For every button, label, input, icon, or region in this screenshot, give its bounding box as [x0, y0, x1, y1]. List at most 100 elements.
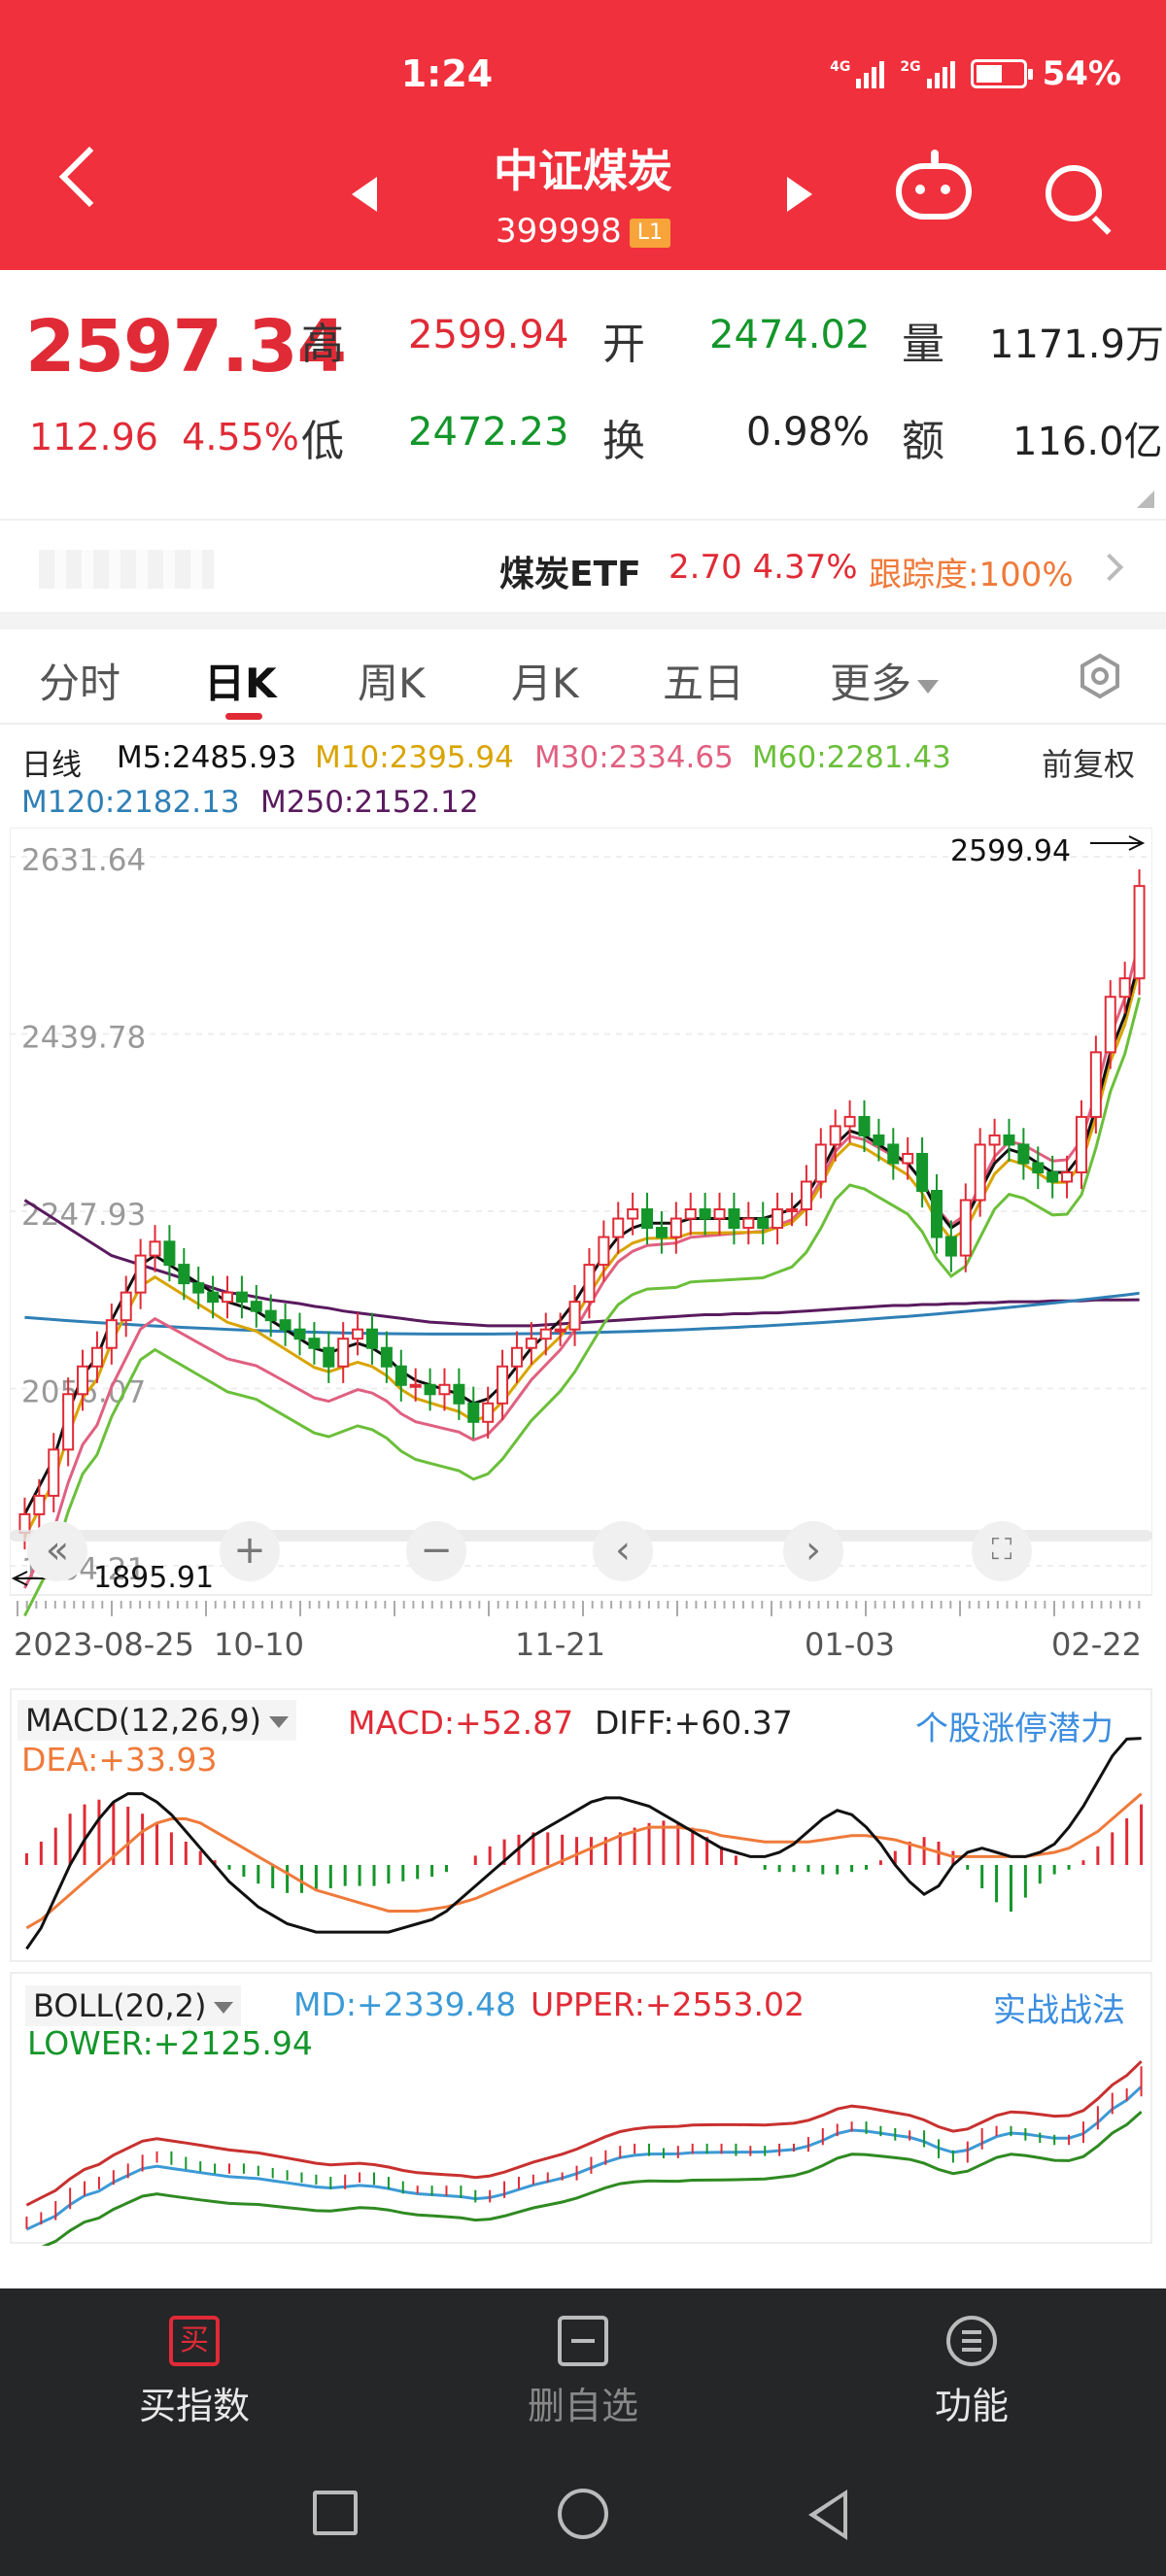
remove-watchlist-button[interactable]: 删自选 — [466, 2316, 700, 2429]
candle — [134, 1238, 147, 1309]
candle — [669, 1202, 682, 1254]
etf-strip[interactable]: 煤炭ETF 2.70 4.37% 跟踪度:100% — [0, 519, 1166, 614]
buy-icon: 买 — [169, 2316, 220, 2366]
amount-label: 额 — [902, 417, 944, 466]
candle — [467, 1386, 480, 1439]
macd-panel[interactable]: MACD(12,26,9) MACD:+52.87 DIFF:+60.37 个股… — [10, 1688, 1152, 1962]
candle — [1133, 869, 1146, 996]
scroll-left-button[interactable]: ‹ — [593, 1521, 653, 1581]
candle — [293, 1312, 306, 1356]
zoom-in-button[interactable]: + — [220, 1521, 280, 1581]
candle — [814, 1128, 827, 1199]
ma120-line — [24, 1291, 1140, 1336]
boll-name: BOLL(20,2) — [33, 1987, 207, 2024]
amount-value: 116.0亿 — [1012, 420, 1163, 464]
section-divider — [0, 614, 1166, 629]
candle — [699, 1192, 711, 1236]
tab-weekly-k[interactable]: 周K — [358, 660, 426, 707]
high-value: 2599.94 — [408, 313, 569, 357]
candle — [77, 1349, 89, 1411]
boll-selector[interactable]: BOLL(20,2) — [25, 1985, 242, 2026]
candle — [902, 1136, 914, 1180]
candle — [612, 1202, 625, 1254]
x-label-nov: 11-21 — [515, 1626, 605, 1663]
candle — [988, 1118, 1001, 1162]
fullscreen-button[interactable]: ⛶ — [972, 1521, 1032, 1581]
candle — [598, 1220, 610, 1282]
back-icon[interactable] — [58, 146, 120, 208]
quote-panel: 2597.34 112.96 4.55% 高 2599.94 开 2474.02… — [0, 270, 1166, 518]
zoom-out-button[interactable]: − — [406, 1521, 466, 1581]
chart-scroll-track[interactable] — [10, 1530, 1152, 1542]
candle — [424, 1368, 436, 1411]
ma60-line — [23, 997, 1142, 1617]
open-label: 开 — [602, 320, 645, 369]
prev-stock-icon[interactable] — [352, 177, 377, 212]
candle — [323, 1331, 335, 1383]
expand-corner-icon[interactable] — [1137, 491, 1154, 508]
boll-panel[interactable]: BOLL(20,2) MD:+2339.48 UPPER:+2553.02 实战… — [10, 1972, 1152, 2246]
home-icon[interactable] — [558, 2489, 608, 2539]
candle — [916, 1136, 929, 1208]
candle — [207, 1275, 220, 1319]
limit-up-potential-link[interactable]: 个股涨停潜力 — [915, 1710, 1114, 1748]
candle — [105, 1304, 118, 1365]
scroll-start-button[interactable]: « — [27, 1521, 87, 1581]
functions-button[interactable]: 功能 — [855, 2316, 1088, 2429]
y-tick-label: 2247.93 — [21, 1198, 146, 1233]
candle — [641, 1192, 654, 1245]
tab-daily-k[interactable]: 日K — [204, 660, 277, 707]
change-value: 112.96 — [29, 416, 158, 458]
candle — [786, 1192, 799, 1227]
settings-icon[interactable] — [1077, 653, 1123, 699]
ma30-line — [23, 940, 1142, 1589]
candle — [742, 1202, 755, 1245]
system-back-icon[interactable] — [808, 2490, 847, 2540]
candle — [1046, 1155, 1059, 1199]
dea-value: DEA:+33.93 — [21, 1741, 218, 1779]
boll-upper-value: UPPER:+2553.02 — [531, 1985, 805, 2023]
candle — [525, 1322, 537, 1365]
candle — [222, 1275, 234, 1319]
scroll-right-button[interactable]: › — [783, 1521, 843, 1581]
robot-assistant-icon[interactable] — [896, 150, 972, 220]
caret-down-icon — [917, 679, 940, 694]
x-label-feb: 02-22 — [1051, 1626, 1142, 1663]
ma5-line — [23, 959, 1142, 1515]
diff-value: DIFF:+60.37 — [595, 1704, 793, 1742]
current-price: 2597.34 — [25, 305, 347, 389]
y-tick-label: 2631.64 — [21, 843, 146, 878]
strategy-link[interactable]: 实战战法 — [993, 1991, 1125, 2030]
candle — [1118, 962, 1131, 1014]
candle — [944, 1220, 957, 1272]
recent-apps-icon[interactable] — [313, 2491, 358, 2535]
candle — [394, 1349, 407, 1402]
candle — [858, 1100, 871, 1153]
macd-selector[interactable]: MACD(12,26,9) — [17, 1700, 297, 1741]
next-stock-icon[interactable] — [787, 177, 812, 212]
tab-more[interactable]: 更多 — [830, 651, 940, 710]
candle — [33, 1478, 46, 1532]
buy-index-label: 买指数 — [138, 2385, 250, 2427]
boll-mid-line — [25, 2085, 1143, 2231]
bottom-navigation: 买 买指数 删自选 功能 — [0, 2288, 1166, 2576]
tab-intraday[interactable]: 分时 — [39, 660, 121, 707]
scrolling-ticker-placeholder — [39, 550, 214, 589]
x-label-start: 2023-08-25 — [14, 1626, 194, 1663]
tab-monthly-k[interactable]: 月K — [511, 660, 579, 707]
candle — [1075, 1100, 1087, 1190]
candle — [568, 1285, 581, 1346]
index-name: 中证煤炭 — [494, 145, 672, 197]
search-icon[interactable] — [1046, 165, 1102, 221]
candle — [497, 1349, 509, 1420]
price-change: 112.96 4.55% — [29, 416, 299, 458]
candle — [62, 1377, 75, 1467]
price-adjust-toggle[interactable]: 前复权 — [1042, 746, 1136, 783]
tab-five-day[interactable]: 五日 — [663, 660, 745, 707]
candle — [554, 1312, 566, 1346]
candle — [178, 1247, 190, 1301]
candle — [453, 1368, 465, 1420]
candle — [250, 1285, 262, 1328]
buy-index-button[interactable]: 买 买指数 — [78, 2316, 311, 2429]
